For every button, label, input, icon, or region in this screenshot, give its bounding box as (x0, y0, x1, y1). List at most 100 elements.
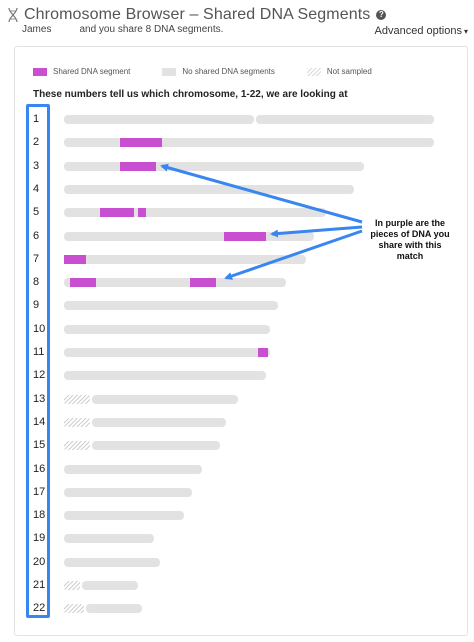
shared-dna-segment[interactable] (64, 255, 86, 264)
chromosome-bar-5[interactable] (64, 208, 444, 217)
shared-dna-segment[interactable] (190, 278, 216, 287)
chromosome-bar-3[interactable] (64, 162, 444, 171)
legend-shared-swatch (33, 67, 47, 76)
title-row: Chromosome Browser – Shared DNA Segments… (6, 6, 387, 24)
chromosome-bar-15[interactable] (64, 441, 444, 450)
chromosome-bar-9[interactable] (64, 301, 444, 310)
chromosome-bar-1[interactable] (64, 115, 444, 124)
legend-not-sampled-swatch (306, 67, 321, 76)
no-shared-segment (64, 371, 266, 380)
not-sampled-segment (64, 604, 84, 613)
chromosome-label-3: 3 (33, 160, 40, 172)
chromosome-label-8: 8 (33, 276, 40, 288)
no-shared-segment (64, 558, 160, 567)
no-shared-segment (86, 604, 142, 613)
not-sampled-segment (64, 441, 90, 450)
chevron-down-icon: ▾ (463, 27, 468, 36)
legend-none-swatch (162, 67, 177, 76)
advanced-options-dropdown[interactable]: Advanced options ▾ (375, 25, 468, 37)
chromosome-label-22: 22 (33, 602, 46, 614)
no-shared-segment (64, 465, 202, 474)
legend-none-label: No shared DNA segments (182, 67, 275, 76)
chromosome-bar-7[interactable] (64, 255, 444, 264)
no-shared-segment (64, 488, 192, 497)
chromosome-label-19: 19 (33, 532, 46, 544)
shared-dna-segment[interactable] (120, 162, 156, 171)
chromosome-bar-22[interactable] (64, 604, 444, 613)
chromosome-bar-20[interactable] (64, 558, 444, 567)
not-sampled-segment (64, 395, 90, 404)
chromosome-bar-19[interactable] (64, 534, 444, 543)
no-shared-segment (92, 418, 226, 427)
chromosome-bar-18[interactable] (64, 511, 444, 520)
no-shared-segment (92, 395, 238, 404)
no-shared-segment (64, 301, 278, 310)
no-shared-segment (64, 325, 270, 334)
chromosome-label-16: 16 (33, 463, 46, 475)
chromosome-bar-12[interactable] (64, 371, 444, 380)
chromosome-bar-16[interactable] (64, 465, 444, 474)
not-sampled-segment (64, 418, 90, 427)
match-name[interactable]: James (22, 24, 52, 35)
chromosome-label-12: 12 (33, 369, 46, 381)
chromosome-label-20: 20 (33, 556, 46, 568)
help-icon[interactable]: ? (376, 10, 387, 20)
legend-none: No shared DNA segments (162, 67, 275, 76)
no-shared-segment (64, 278, 286, 287)
chromosome-bar-21[interactable] (64, 581, 444, 590)
chromosome-bar-11[interactable] (64, 348, 444, 357)
chromosome-label-9: 9 (33, 299, 40, 311)
chromosome-bar-4[interactable] (64, 185, 444, 194)
chromosome-bar-8[interactable] (64, 278, 444, 287)
chromosome-label-18: 18 (33, 509, 46, 521)
shared-dna-segment[interactable] (224, 232, 266, 241)
no-shared-segment (64, 162, 364, 171)
no-shared-segment (92, 441, 220, 450)
shared-dna-segment[interactable] (70, 278, 96, 287)
chromosome-label-13: 13 (33, 393, 46, 405)
legend-not-sampled-label: Not sampled (326, 67, 372, 76)
advanced-options-label: Advanced options (374, 25, 462, 37)
chromosome-label-15: 15 (33, 439, 46, 451)
chromosome-label-7: 7 (33, 253, 40, 265)
match-summary: James and you share 8 DNA segments. (22, 24, 223, 35)
no-shared-segment (64, 115, 254, 124)
share-text: and you share 8 DNA segments. (79, 24, 224, 35)
chromosome-label-11: 11 (33, 346, 45, 358)
shared-dna-segment[interactable] (138, 208, 146, 217)
chromosome-label-21: 21 (33, 579, 46, 591)
no-shared-segment (64, 138, 434, 147)
chromosome-label-10: 10 (33, 323, 46, 335)
chromosome-label-6: 6 (33, 230, 40, 242)
legend: Shared DNA segment No shared DNA segment… (33, 67, 404, 76)
dna-icon (8, 7, 18, 23)
legend-shared: Shared DNA segment (33, 67, 130, 76)
no-shared-segment (64, 511, 184, 520)
no-shared-segment (64, 534, 154, 543)
chromosome-label-2: 2 (33, 136, 40, 148)
chromosome-bar-17[interactable] (64, 488, 444, 497)
legend-shared-label: Shared DNA segment (53, 67, 131, 76)
chromosome-number-highlight-box (26, 104, 50, 618)
chromosome-bar-10[interactable] (64, 325, 444, 334)
chromosome-panel (14, 46, 468, 636)
header: Chromosome Browser – Shared DNA Segments… (0, 0, 474, 44)
chromosome-label-17: 17 (33, 486, 46, 498)
no-shared-segment (64, 232, 314, 241)
legend-not-sampled: Not sampled (306, 67, 372, 76)
chromosome-heading: These numbers tell us which chromosome, … (33, 89, 348, 100)
no-shared-segment (64, 185, 354, 194)
chromosome-label-14: 14 (33, 416, 46, 428)
not-sampled-segment (64, 581, 80, 590)
no-shared-segment (64, 348, 270, 357)
annotation-text: In purple are the pieces of DNA you shar… (370, 218, 450, 261)
shared-dna-segment[interactable] (100, 208, 134, 217)
no-shared-segment (82, 581, 138, 590)
shared-dna-segment[interactable] (258, 348, 268, 357)
shared-dna-segment[interactable] (120, 138, 162, 147)
chromosome-bar-13[interactable] (64, 395, 444, 404)
no-shared-segment (256, 115, 434, 124)
chromosome-label-4: 4 (33, 183, 40, 195)
chromosome-bar-2[interactable] (64, 138, 444, 147)
chromosome-bar-14[interactable] (64, 418, 444, 427)
